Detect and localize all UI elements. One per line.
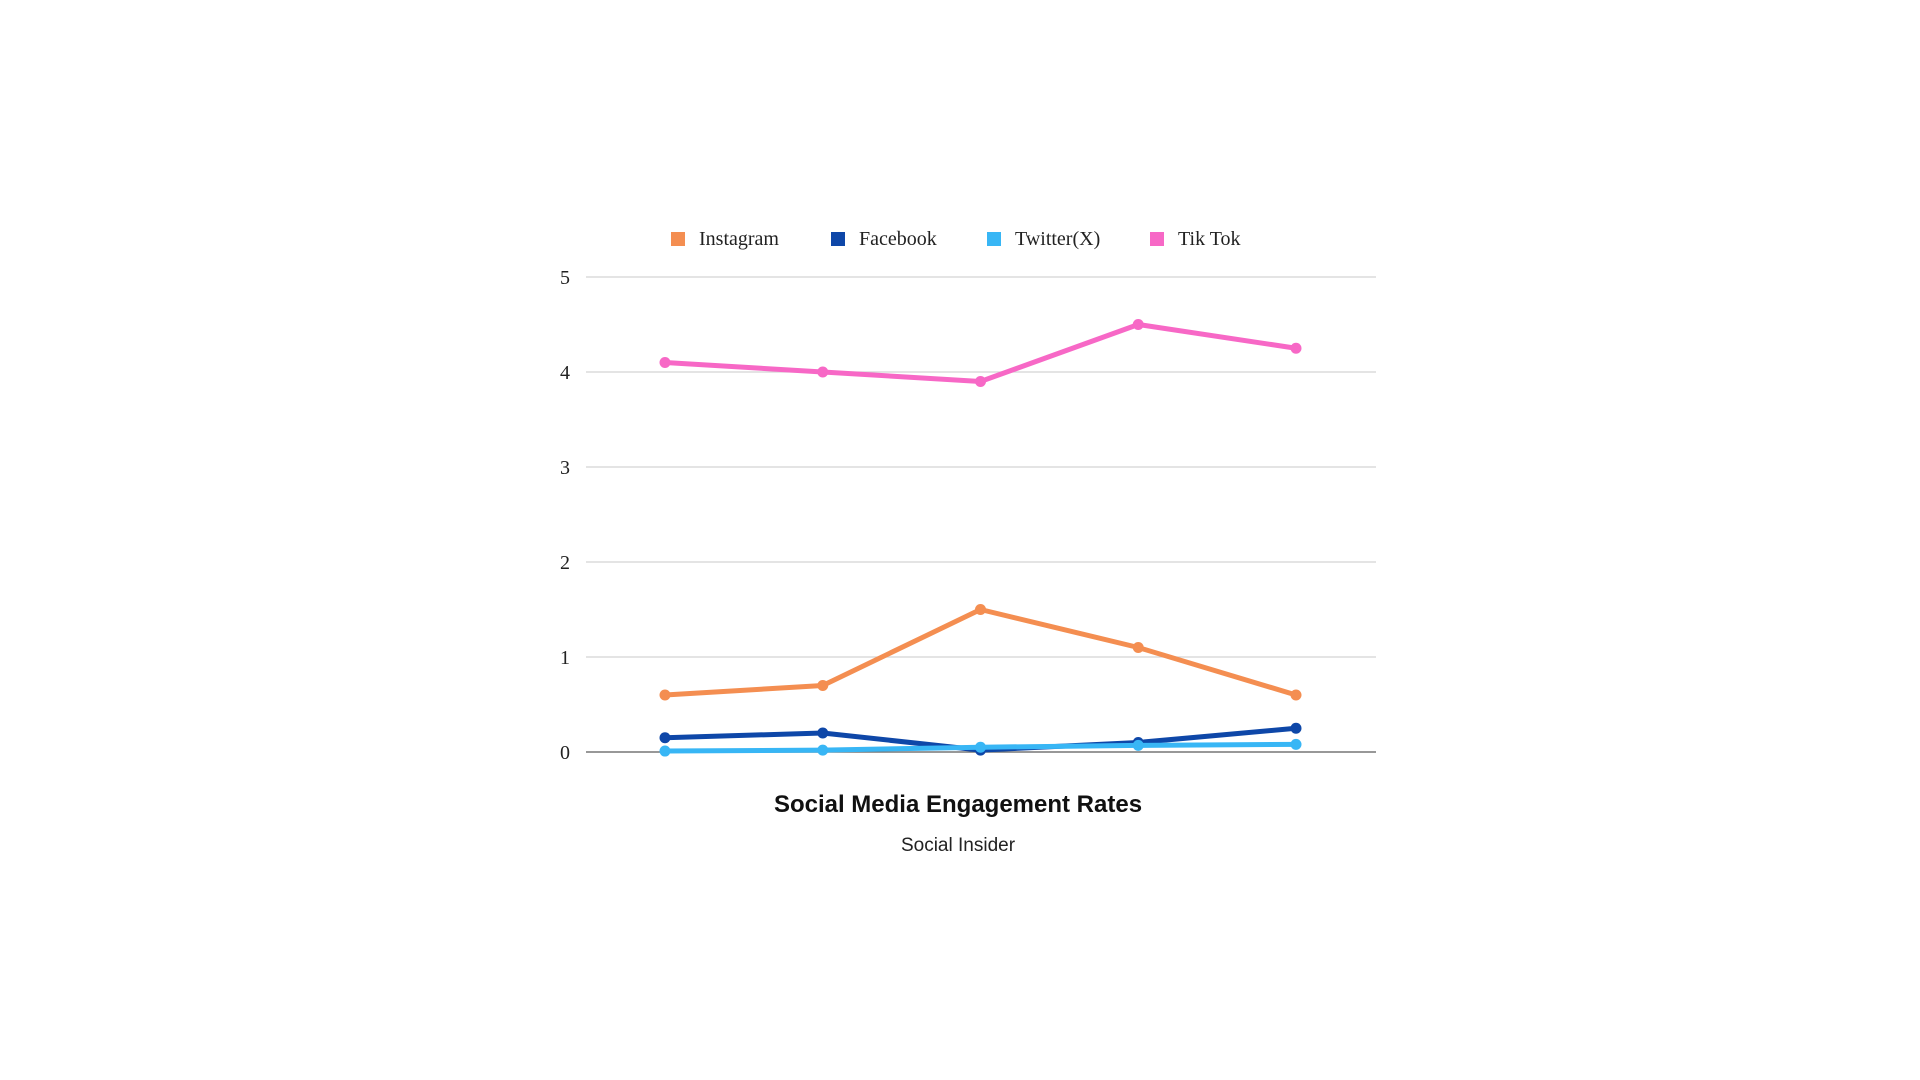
series-twitter-x- bbox=[659, 738, 1302, 757]
series-tik-tok bbox=[659, 319, 1302, 387]
legend-item: Tik Tok bbox=[1150, 228, 1241, 250]
data-point bbox=[1132, 319, 1144, 330]
legend-swatch bbox=[987, 232, 1001, 246]
y-tick-label: 0 bbox=[560, 742, 570, 764]
chart-title: Social Media Engagement Rates bbox=[774, 791, 1142, 818]
legend-item: Twitter(X) bbox=[987, 228, 1100, 250]
data-point bbox=[659, 689, 671, 701]
data-point bbox=[659, 745, 671, 757]
y-tick-label: 4 bbox=[560, 362, 570, 384]
data-point bbox=[1132, 739, 1144, 751]
data-point bbox=[975, 376, 986, 387]
legend-item: Facebook bbox=[831, 228, 937, 250]
data-point bbox=[1290, 722, 1302, 734]
data-point bbox=[817, 727, 829, 739]
legend-label: Tik Tok bbox=[1178, 228, 1241, 250]
y-tick-label: 5 bbox=[560, 267, 570, 289]
legend-label: Twitter(X) bbox=[1015, 228, 1100, 250]
data-point bbox=[1290, 738, 1302, 750]
data-point bbox=[817, 366, 829, 378]
y-axis-ticks: 0 1 2 3 4 5 bbox=[560, 267, 570, 764]
gridlines bbox=[586, 276, 1376, 753]
legend-swatch bbox=[831, 232, 845, 246]
legend-label: Instagram bbox=[699, 228, 779, 250]
y-tick-label: 3 bbox=[560, 457, 570, 479]
y-tick-label: 1 bbox=[560, 647, 570, 669]
data-point bbox=[817, 744, 829, 756]
legend-swatch bbox=[671, 232, 685, 246]
legend-label: Facebook bbox=[859, 228, 937, 250]
legend: Instagram Facebook Twitter(X) Tik Tok bbox=[671, 228, 1241, 250]
series-line bbox=[662, 322, 1299, 384]
chart-subtitle: Social Insider bbox=[901, 835, 1016, 856]
data-point bbox=[975, 741, 986, 753]
series-line bbox=[662, 607, 1299, 698]
data-point bbox=[1290, 342, 1302, 354]
series-instagram bbox=[659, 604, 1302, 701]
data-point bbox=[975, 604, 986, 615]
data-point bbox=[659, 357, 671, 368]
legend-item: Instagram bbox=[671, 228, 779, 250]
data-point bbox=[659, 732, 671, 744]
legend-swatch bbox=[1150, 232, 1164, 246]
data-point bbox=[817, 680, 829, 691]
y-tick-label: 2 bbox=[560, 552, 570, 574]
data-point bbox=[1132, 642, 1144, 653]
data-point bbox=[1290, 689, 1302, 701]
series-layer bbox=[659, 319, 1302, 757]
